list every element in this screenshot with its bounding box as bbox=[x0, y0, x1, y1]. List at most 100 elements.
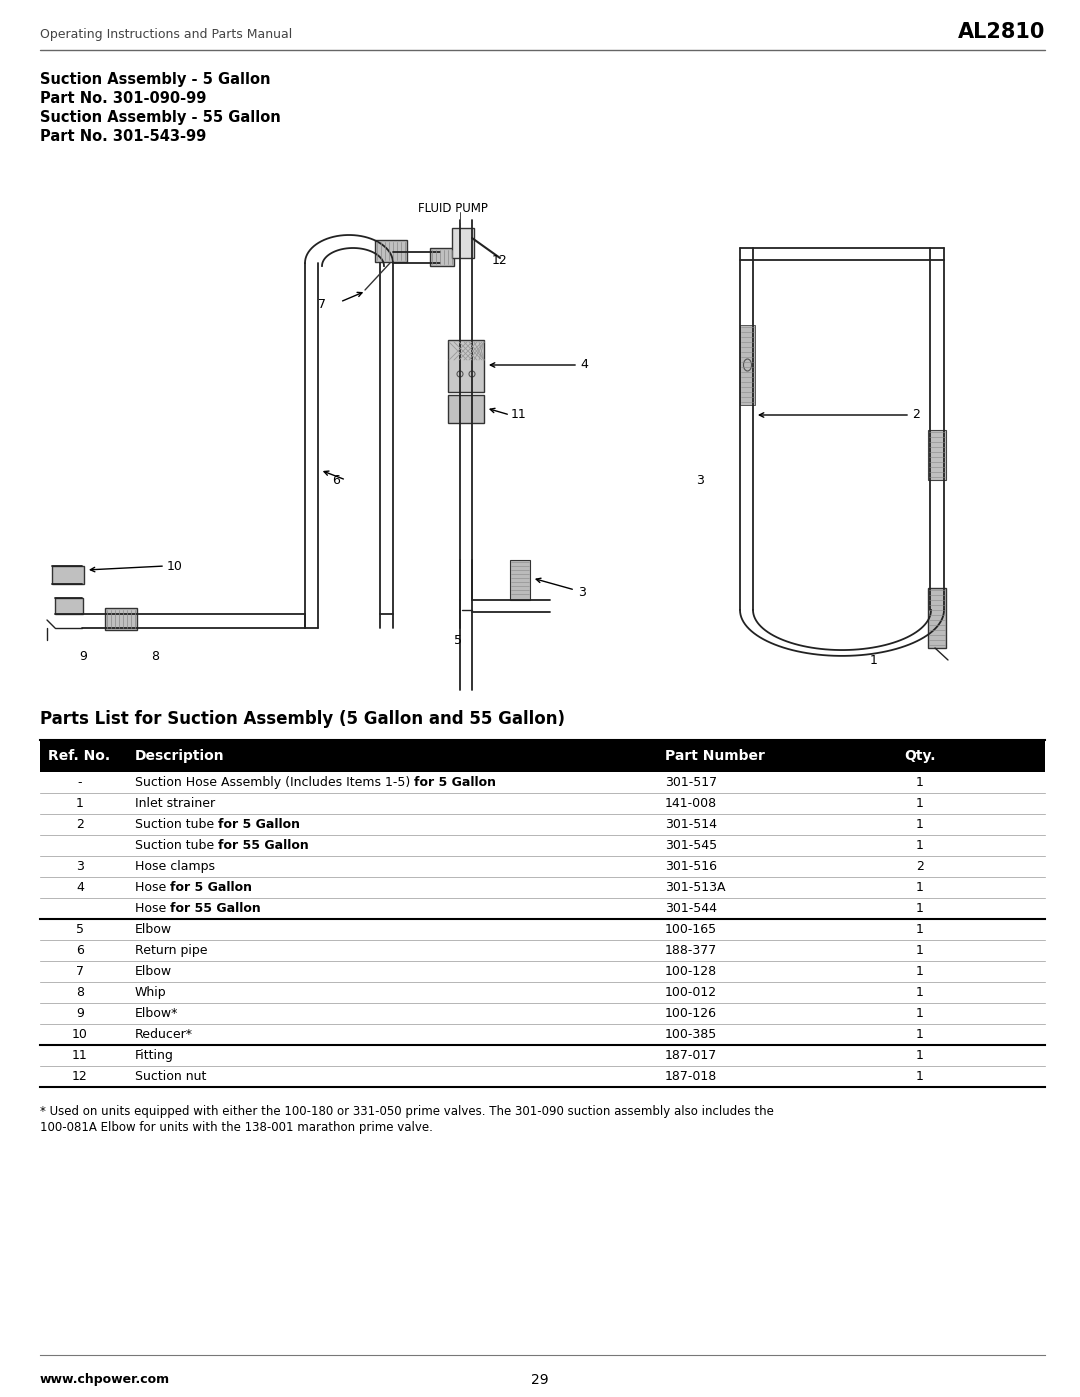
Text: Hose: Hose bbox=[135, 882, 171, 894]
Text: Part No. 301-090-99: Part No. 301-090-99 bbox=[40, 91, 206, 106]
Text: Elbow*: Elbow* bbox=[135, 1007, 178, 1020]
Text: Elbow: Elbow bbox=[135, 965, 172, 978]
Text: Parts List for Suction Assembly (5 Gallon and 55 Gallon): Parts List for Suction Assembly (5 Gallo… bbox=[40, 710, 565, 728]
Text: * Used on units equipped with either the 100-180 or 331-050 prime valves. The 30: * Used on units equipped with either the… bbox=[40, 1105, 774, 1118]
Text: Fitting: Fitting bbox=[135, 1049, 174, 1062]
Bar bbox=[375, 240, 407, 263]
Text: Ref. No.: Ref. No. bbox=[48, 749, 110, 763]
Text: 1: 1 bbox=[916, 923, 923, 936]
Text: 9: 9 bbox=[76, 1007, 84, 1020]
Bar bbox=[40, 740, 1045, 773]
Text: 2: 2 bbox=[76, 819, 84, 831]
Text: 4: 4 bbox=[580, 359, 588, 372]
Text: Elbow: Elbow bbox=[135, 923, 172, 936]
Text: 10: 10 bbox=[72, 1028, 87, 1041]
Text: 1: 1 bbox=[916, 944, 923, 957]
Text: Part No. 301-543-99: Part No. 301-543-99 bbox=[40, 129, 206, 144]
Text: 8: 8 bbox=[151, 650, 159, 662]
Text: 1: 1 bbox=[916, 819, 923, 831]
Text: 8: 8 bbox=[76, 986, 84, 999]
Text: 1: 1 bbox=[916, 882, 923, 894]
Text: Suction nut: Suction nut bbox=[135, 1070, 206, 1083]
Text: 10: 10 bbox=[167, 560, 183, 573]
Text: 6: 6 bbox=[76, 944, 84, 957]
Text: 1: 1 bbox=[916, 986, 923, 999]
Text: 301-513A: 301-513A bbox=[665, 882, 726, 894]
Text: 7: 7 bbox=[318, 299, 326, 312]
Text: 11: 11 bbox=[72, 1049, 87, 1062]
Bar bbox=[453, 228, 474, 258]
Text: Part Number: Part Number bbox=[665, 749, 765, 763]
Text: 1: 1 bbox=[916, 1028, 923, 1041]
Bar bbox=[55, 598, 83, 615]
Text: 3: 3 bbox=[76, 861, 84, 873]
Text: 301-517: 301-517 bbox=[665, 775, 717, 789]
Text: 1: 1 bbox=[916, 775, 923, 789]
Text: Suction tube: Suction tube bbox=[135, 819, 218, 831]
Text: for 5 Gallon: for 5 Gallon bbox=[415, 775, 496, 789]
Text: 3: 3 bbox=[697, 474, 704, 486]
Text: 100-165: 100-165 bbox=[665, 923, 717, 936]
Text: 100-385: 100-385 bbox=[665, 1028, 717, 1041]
Text: 100-081A Elbow for units with the 138-001 marathon prime valve.: 100-081A Elbow for units with the 138-00… bbox=[40, 1120, 433, 1134]
Text: Inlet strainer: Inlet strainer bbox=[135, 798, 215, 810]
Text: for 5 Gallon: for 5 Gallon bbox=[218, 819, 300, 831]
Text: Return pipe: Return pipe bbox=[135, 944, 207, 957]
Text: 1: 1 bbox=[916, 798, 923, 810]
Bar bbox=[105, 608, 137, 630]
Text: 1: 1 bbox=[916, 840, 923, 852]
Text: for 55 Gallon: for 55 Gallon bbox=[171, 902, 261, 915]
Text: 1: 1 bbox=[76, 798, 84, 810]
Text: 141-008: 141-008 bbox=[665, 798, 717, 810]
Bar bbox=[430, 249, 454, 265]
Text: for 5 Gallon: for 5 Gallon bbox=[171, 882, 253, 894]
Bar bbox=[448, 339, 484, 393]
Text: 5: 5 bbox=[76, 923, 84, 936]
Text: Description: Description bbox=[135, 749, 225, 763]
Text: Suction Assembly - 5 Gallon: Suction Assembly - 5 Gallon bbox=[40, 73, 270, 87]
Text: 301-545: 301-545 bbox=[665, 840, 717, 852]
Text: Whip: Whip bbox=[135, 986, 166, 999]
Text: 1: 1 bbox=[916, 1049, 923, 1062]
Text: 5: 5 bbox=[454, 633, 462, 647]
Text: 100-128: 100-128 bbox=[665, 965, 717, 978]
Text: 187-018: 187-018 bbox=[665, 1070, 717, 1083]
Text: 7: 7 bbox=[76, 965, 84, 978]
Text: Operating Instructions and Parts Manual: Operating Instructions and Parts Manual bbox=[40, 28, 293, 41]
Text: 12: 12 bbox=[72, 1070, 87, 1083]
Text: FLUID PUMP: FLUID PUMP bbox=[418, 201, 488, 215]
Text: for 55 Gallon: for 55 Gallon bbox=[218, 840, 309, 852]
Text: Suction Assembly - 55 Gallon: Suction Assembly - 55 Gallon bbox=[40, 110, 281, 124]
Text: Hose: Hose bbox=[135, 902, 171, 915]
Text: 29: 29 bbox=[531, 1373, 549, 1387]
Text: www.chpower.com: www.chpower.com bbox=[40, 1373, 171, 1386]
Bar bbox=[740, 326, 755, 405]
Text: 100-126: 100-126 bbox=[665, 1007, 717, 1020]
Text: 301-514: 301-514 bbox=[665, 819, 717, 831]
Text: 188-377: 188-377 bbox=[665, 944, 717, 957]
Text: 6: 6 bbox=[333, 474, 340, 486]
Text: 2: 2 bbox=[912, 408, 920, 422]
Bar bbox=[52, 566, 84, 584]
Text: 4: 4 bbox=[76, 882, 84, 894]
Bar bbox=[928, 430, 946, 481]
Text: 11: 11 bbox=[511, 408, 527, 422]
Text: 301-516: 301-516 bbox=[665, 861, 717, 873]
Text: Suction tube: Suction tube bbox=[135, 840, 218, 852]
Text: 9: 9 bbox=[79, 650, 86, 662]
Text: 1: 1 bbox=[916, 1070, 923, 1083]
Text: -: - bbox=[78, 775, 82, 789]
Text: 100-012: 100-012 bbox=[665, 986, 717, 999]
Bar bbox=[510, 560, 530, 599]
Bar bbox=[448, 395, 484, 423]
Text: Qty.: Qty. bbox=[904, 749, 935, 763]
Text: 12: 12 bbox=[492, 253, 508, 267]
Text: 301-544: 301-544 bbox=[665, 902, 717, 915]
Text: AL2810: AL2810 bbox=[958, 22, 1045, 42]
Text: 1: 1 bbox=[916, 965, 923, 978]
Bar bbox=[928, 588, 946, 648]
Text: 1: 1 bbox=[916, 1007, 923, 1020]
Text: Suction Hose Assembly (Includes Items 1-5): Suction Hose Assembly (Includes Items 1-… bbox=[135, 775, 415, 789]
Text: Reducer*: Reducer* bbox=[135, 1028, 193, 1041]
Text: Hose clamps: Hose clamps bbox=[135, 861, 215, 873]
